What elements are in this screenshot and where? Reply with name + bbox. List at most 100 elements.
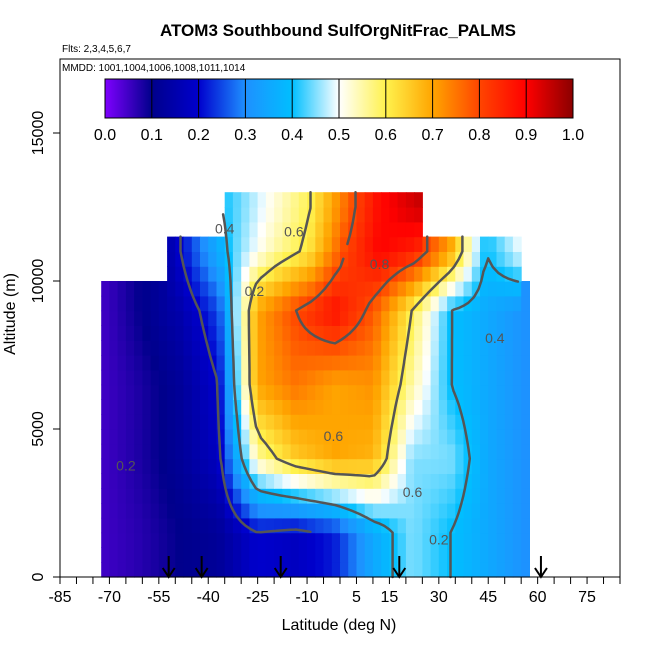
heat-cell <box>504 562 514 578</box>
heat-cell <box>167 399 176 415</box>
heat-cell <box>422 562 432 578</box>
heat-cell <box>480 369 489 386</box>
heat-cell <box>191 399 201 415</box>
heat-cell <box>323 281 333 297</box>
heat-cell <box>150 281 160 297</box>
heat-cell <box>208 236 217 252</box>
heat-cell <box>463 532 473 548</box>
heat-cell <box>191 384 201 400</box>
heat-cell <box>315 281 325 297</box>
heat-cell <box>265 503 275 519</box>
heat-cell <box>512 547 522 563</box>
heat-cell <box>175 473 185 489</box>
heat-cell <box>224 414 234 430</box>
heat-cell <box>340 355 349 371</box>
heat-cell <box>315 384 325 400</box>
heat-cell <box>290 295 300 312</box>
heat-cell <box>364 310 374 326</box>
heat-cell <box>438 310 448 326</box>
heat-cell <box>405 488 415 504</box>
heat-cell <box>455 236 465 252</box>
heat-cell <box>438 503 448 519</box>
heat-cell <box>463 503 473 519</box>
heat-cell <box>340 488 349 504</box>
heat-cell <box>422 429 432 445</box>
heat-cell <box>488 310 497 326</box>
heat-cell <box>282 221 292 238</box>
heat-cell <box>200 503 209 519</box>
heat-cell <box>298 236 308 252</box>
heat-cell <box>340 399 349 415</box>
heat-cell <box>521 547 530 563</box>
heat-cell <box>364 562 374 578</box>
contour-label: 0.6 <box>324 428 344 444</box>
heat-cell <box>348 340 357 356</box>
heat-cell <box>191 355 201 371</box>
heat-cell <box>249 192 259 208</box>
heat-cell <box>521 562 530 578</box>
heat-cell <box>298 414 308 430</box>
heat-cell <box>438 355 448 371</box>
heat-cell <box>397 221 407 238</box>
heat-cell <box>175 443 185 460</box>
heat-cell <box>397 384 407 400</box>
heat-cell <box>389 503 399 519</box>
heat-cell <box>307 488 316 504</box>
heat-cell <box>315 503 325 519</box>
heat-cell <box>422 473 432 489</box>
heat-cell <box>372 340 382 356</box>
heat-cell <box>496 355 506 371</box>
heat-cell <box>397 429 407 445</box>
heat-cell <box>216 369 226 386</box>
heat-cell <box>372 488 382 504</box>
colorbar-tick-label: 0.7 <box>421 127 443 144</box>
heat-cell <box>150 532 160 548</box>
heat-cell <box>265 295 275 312</box>
heat-cell <box>504 340 514 356</box>
heat-cell <box>282 192 292 208</box>
heat-cell <box>142 429 152 445</box>
heat-cell <box>125 443 135 460</box>
heat-cell <box>125 473 135 489</box>
heat-cell <box>274 399 283 415</box>
heat-cell <box>381 281 390 297</box>
heat-cell <box>340 295 349 312</box>
heat-cell <box>274 384 283 400</box>
heat-cell <box>488 488 497 504</box>
heat-cell <box>249 266 259 282</box>
heat-cell <box>364 414 374 430</box>
contour-label: 0.6 <box>284 224 304 240</box>
heat-cell <box>422 443 432 460</box>
heat-cell <box>504 429 514 445</box>
heat-cell <box>282 325 292 341</box>
heat-cell <box>340 281 349 297</box>
heat-cell <box>364 458 374 474</box>
heat-cell <box>109 325 119 341</box>
heat-cell <box>265 266 275 282</box>
heat-cell <box>167 532 176 548</box>
heat-cell <box>257 325 267 341</box>
heat-cell <box>331 340 341 356</box>
heat-cell <box>125 355 135 371</box>
heat-cell <box>265 310 275 326</box>
heat-cell <box>298 547 308 563</box>
heat-cell <box>175 325 185 341</box>
heat-cell <box>134 355 143 371</box>
heat-cell <box>232 399 242 415</box>
heat-cell <box>191 473 201 489</box>
heat-cell <box>315 295 325 312</box>
heat-cell <box>438 236 448 252</box>
heat-cell <box>331 325 341 341</box>
heat-cell <box>356 251 366 267</box>
heat-cell <box>397 207 407 223</box>
heat-cell <box>109 562 119 578</box>
heat-cell <box>447 281 456 297</box>
heat-cell <box>134 488 143 504</box>
heat-cell <box>340 443 349 460</box>
heat-cell <box>175 251 185 267</box>
heat-cell <box>521 458 530 474</box>
heat-cell <box>430 355 440 371</box>
heat-cell <box>488 281 497 297</box>
heat-cell <box>430 547 440 563</box>
heat-cell <box>249 503 259 519</box>
